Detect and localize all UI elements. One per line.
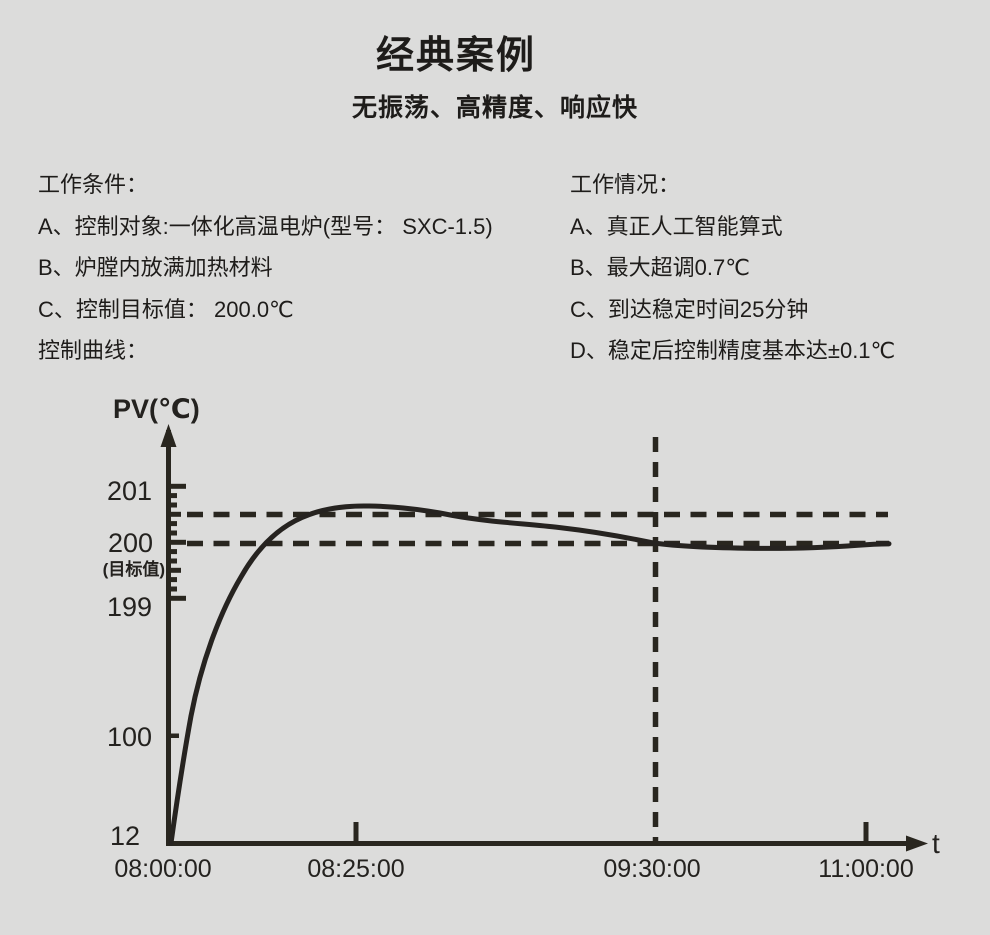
control-curve-chart: PV(℃) t 201 200 (目标值) 199 100 12 08:00:0…: [103, 394, 940, 883]
y-axis-tick-comb: [168, 483, 186, 601]
y-target-note: (目标值): [103, 559, 165, 579]
page-title: 经典案例: [375, 35, 536, 77]
working-conditions-heading: 工作条件：: [38, 172, 149, 197]
condition-item-b: B、炉膛内放满加热材料: [38, 255, 273, 280]
x-axis: [166, 822, 928, 852]
y-axis-arrow-icon: [160, 424, 177, 447]
y-label-201: 201: [107, 476, 152, 506]
status-item-d: D、稳定后控制精度基本达±0.1℃: [570, 338, 896, 363]
condition-item-c: C、控制目标值： 200.0℃: [38, 296, 294, 322]
pv-curve: [168, 503, 892, 846]
working-conditions-section: 工作条件： A、控制对象:一体化高温电炉(型号： SXC-1.5) B、炉膛内放…: [38, 164, 493, 372]
y-label-12: 12: [110, 821, 140, 851]
x-label-110000: 11:00:00: [818, 855, 913, 883]
page-subtitle: 无振荡、高精度、响应快: [351, 94, 638, 122]
status-item-b: B、最大超调0.7℃: [570, 255, 750, 280]
condition-item-a: A、控制对象:一体化高温电炉(型号： SXC-1.5): [38, 213, 493, 239]
y-axis-title: PV(℃): [113, 394, 200, 424]
working-status-section: 工作情况： A、真正人工智能算式 B、最大超调0.7℃ C、到达稳定时间25分钟…: [570, 164, 895, 372]
status-item-c: C、到达稳定时间25分钟: [570, 296, 809, 322]
y-label-199: 199: [107, 592, 152, 622]
y-tick-100: [168, 733, 179, 738]
y-label-100: 100: [107, 722, 152, 752]
x-label-080000: 08:00:00: [114, 855, 211, 883]
x-axis-title: t: [932, 828, 940, 859]
y-label-200: 200: [108, 528, 153, 558]
y-axis: [160, 424, 186, 845]
x-tick-1100: [863, 822, 869, 842]
x-label-093000: 09:30:00: [603, 855, 700, 883]
control-curve-label: 控制曲线：: [38, 338, 149, 363]
x-axis-arrow-icon: [906, 835, 928, 852]
working-status-heading: 工作情况：: [570, 172, 681, 197]
status-item-a: A、真正人工智能算式: [570, 213, 783, 239]
x-tick-0825: [353, 822, 359, 842]
x-label-082500: 08:25:00: [307, 855, 404, 883]
